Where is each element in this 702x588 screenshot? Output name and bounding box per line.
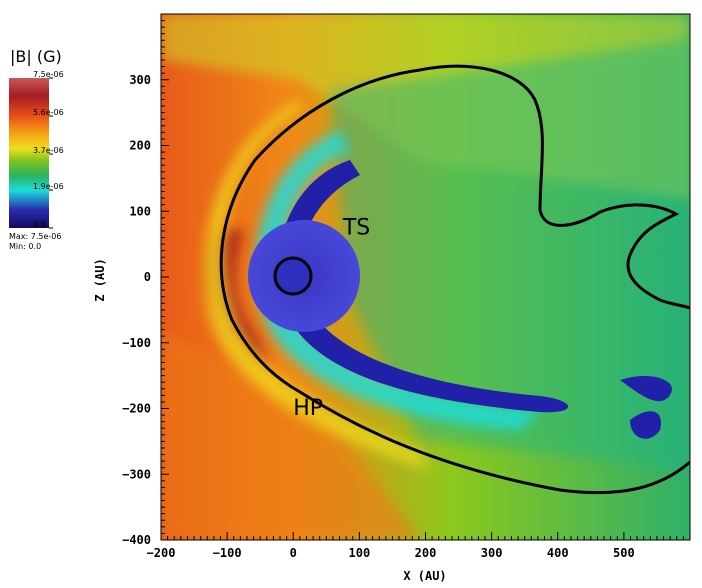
y-tick-label: −200 bbox=[122, 402, 151, 416]
termination-shock-contour bbox=[273, 256, 313, 296]
x-tick-label: 0 bbox=[290, 546, 297, 560]
y-tick-label: 100 bbox=[129, 204, 151, 218]
colorbar-tick-label: 5.6e-06 bbox=[33, 108, 64, 117]
y-tick-label: −300 bbox=[122, 467, 151, 481]
y-tick-label: 0 bbox=[144, 270, 151, 284]
colorbar-tick-label: 7.5e-06 bbox=[33, 70, 64, 79]
y-tick-label: 200 bbox=[129, 139, 151, 153]
colorbar-gradient bbox=[9, 78, 49, 228]
x-tick-label: 400 bbox=[547, 546, 569, 560]
x-tick-label: 200 bbox=[415, 546, 437, 560]
annotations: TS HP bbox=[293, 215, 370, 421]
colorbar-tick-label: 3.7e-06 bbox=[33, 146, 64, 155]
y-axis: 300 200 100 0 −100 −200 −300 −400 bbox=[122, 13, 169, 547]
y-tick-label: −400 bbox=[122, 533, 151, 547]
colorbar-title: |B| (G) bbox=[10, 47, 62, 66]
colorbar-tick-label: 0.0 bbox=[33, 220, 46, 229]
colorbar-min: Min: 0.0 bbox=[9, 242, 41, 251]
annotation-hp: HP bbox=[293, 396, 323, 421]
colorbar-tick-label: 1.9e-06 bbox=[33, 182, 64, 191]
x-tick-label: 100 bbox=[349, 546, 371, 560]
x-tick-label: −100 bbox=[213, 546, 242, 560]
annotation-ts: TS bbox=[342, 215, 370, 240]
y-tick-label: −100 bbox=[122, 336, 151, 350]
colorbar: |B| (G) 7.5e-065.6e-063.7e-061.9e-060.0 … bbox=[9, 47, 64, 251]
y-tick-label: 300 bbox=[129, 73, 151, 87]
heliopause-contour-tail bbox=[419, 64, 690, 310]
colorbar-max: Max: 7.5e-06 bbox=[9, 232, 62, 241]
x-tick-label: 500 bbox=[613, 546, 635, 560]
x-axis-title: X (AU) bbox=[403, 569, 446, 583]
x-axis: −200 −100 0 100 200 300 400 500 bbox=[147, 532, 691, 560]
field-map bbox=[161, 14, 690, 540]
heliopause-contour bbox=[219, 68, 690, 495]
y-axis-title: Z (AU) bbox=[93, 258, 107, 301]
x-tick-label: 300 bbox=[481, 546, 503, 560]
x-tick-label: −200 bbox=[147, 546, 176, 560]
